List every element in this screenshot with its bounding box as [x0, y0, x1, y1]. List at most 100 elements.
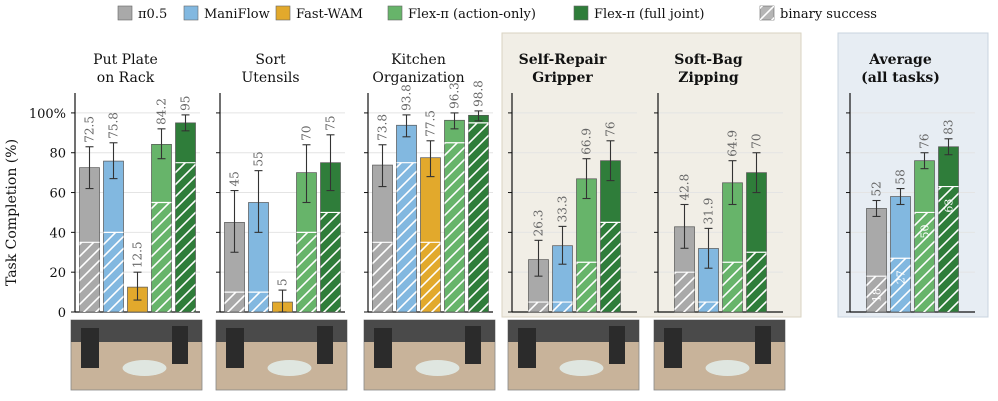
legend-item: Flex-π (full joint): [573, 5, 704, 22]
legend-swatch: [117, 5, 133, 21]
success-hatch: [468, 122, 489, 312]
panel: Soft-Bag Zipping: [654, 52, 783, 313]
value-label: 75: [324, 116, 338, 131]
photo-background: [364, 320, 495, 342]
value-label: 77.5: [424, 110, 438, 137]
value-label: 31.9: [702, 198, 716, 225]
panel-title: Self-Repair: [519, 52, 607, 68]
success-label: 63: [943, 199, 956, 213]
success-hatch: [175, 162, 196, 312]
robot-arm-shape: [518, 328, 536, 368]
robot-arm-shape: [172, 326, 188, 364]
value-label: 95: [179, 96, 193, 111]
value-label: 75.8: [107, 112, 121, 139]
panel-title: Gripper: [532, 70, 593, 86]
value-label: 58: [894, 169, 908, 184]
success-hatch: [372, 242, 393, 312]
value-label: 33.3: [556, 196, 570, 223]
legend-item: Flex-π (action-only): [387, 5, 536, 22]
value-label: 12.5: [131, 241, 145, 268]
value-label: 26.3: [532, 210, 546, 237]
value-label: 64.9: [726, 130, 740, 157]
legend-item: Fast-WAM: [275, 5, 363, 22]
panel-title: Put Plate: [93, 52, 158, 68]
photo-background: [654, 320, 785, 342]
object-shape: [705, 360, 750, 376]
value-label: 55: [252, 151, 266, 166]
success-hatch: [103, 232, 124, 312]
success-hatch: [224, 292, 245, 312]
robot-arm-shape: [465, 326, 481, 364]
value-label: 73.8: [376, 114, 390, 141]
y-tick-label: 80: [49, 147, 66, 162]
y-tick-label: 100%: [29, 107, 66, 122]
y-tick-label: 20: [49, 266, 66, 281]
legend: π0.5 ManiFlow Fast-WAM Flex-π (action-only)…: [117, 5, 877, 22]
legend-label: Fast-WAM: [296, 7, 363, 22]
panel-title: (all tasks): [861, 70, 940, 86]
y-axis-label: Task Completion (%): [4, 139, 20, 286]
success-hatch: [576, 262, 597, 312]
robot-arm-shape: [81, 328, 99, 368]
legend-label: π0.5: [138, 7, 167, 22]
panel-title: Average: [868, 52, 932, 68]
object-shape: [267, 360, 312, 376]
object-shape: [559, 360, 604, 376]
robot-arm-shape: [374, 328, 392, 368]
photo-background: [71, 320, 202, 342]
success-hatch: [552, 302, 573, 312]
legend-swatch: [387, 5, 403, 21]
task-photo: [215, 319, 348, 391]
panel-title: Organization: [372, 70, 464, 86]
robot-arm-shape: [664, 328, 682, 368]
success-hatch: [320, 212, 341, 312]
y-tick-label: 60: [49, 187, 66, 202]
panel-title: Kitchen: [391, 52, 446, 68]
robot-arm-shape: [226, 328, 244, 368]
success-label: 50: [919, 224, 932, 238]
legend-label: binary success: [780, 7, 877, 22]
success-hatch: [600, 222, 621, 312]
robot-arm-shape: [755, 326, 771, 364]
value-label: 98.8: [472, 80, 486, 107]
value-label: 70: [300, 125, 314, 140]
value-label: 52: [870, 181, 884, 196]
legend-swatch-hatch: [760, 6, 774, 20]
panel-title: Sort: [255, 52, 286, 68]
average-panel-box: [837, 32, 989, 318]
success-hatch: [746, 252, 767, 312]
legend-item: binary success: [759, 5, 877, 22]
success-label: 18: [871, 288, 884, 302]
success-hatch: [938, 186, 959, 312]
value-label: 5: [276, 278, 290, 286]
legend-label: Flex-π (action-only): [408, 7, 536, 22]
robot-arm-shape: [609, 326, 625, 364]
task-photo: [507, 319, 640, 391]
legend-label: Flex-π (full joint): [594, 7, 704, 22]
object-shape: [415, 360, 460, 376]
value-label: 66.9: [580, 128, 594, 155]
task-photo: [653, 319, 786, 391]
success-hatch: [396, 162, 417, 312]
success-hatch: [248, 292, 269, 312]
legend-swatch: [573, 5, 589, 21]
photo-background: [216, 320, 347, 342]
value-label: 76: [918, 133, 932, 148]
success-hatch: [296, 232, 317, 312]
success-hatch: [722, 262, 743, 312]
task-photo: [70, 319, 203, 391]
success-hatch: [151, 202, 172, 312]
success-hatch: [866, 276, 887, 312]
success-hatch: [79, 242, 100, 312]
success-label: 27: [895, 270, 908, 284]
success-hatch: [914, 212, 935, 312]
y-tick-label: 0: [58, 306, 66, 321]
success-hatch: [420, 242, 441, 312]
value-label: 93.8: [400, 84, 414, 111]
value-label: 96.3: [448, 82, 462, 109]
success-hatch: [444, 142, 465, 312]
value-label: 83: [942, 120, 956, 135]
task-photo: [363, 319, 496, 391]
legend-item: π0.5: [117, 5, 167, 22]
